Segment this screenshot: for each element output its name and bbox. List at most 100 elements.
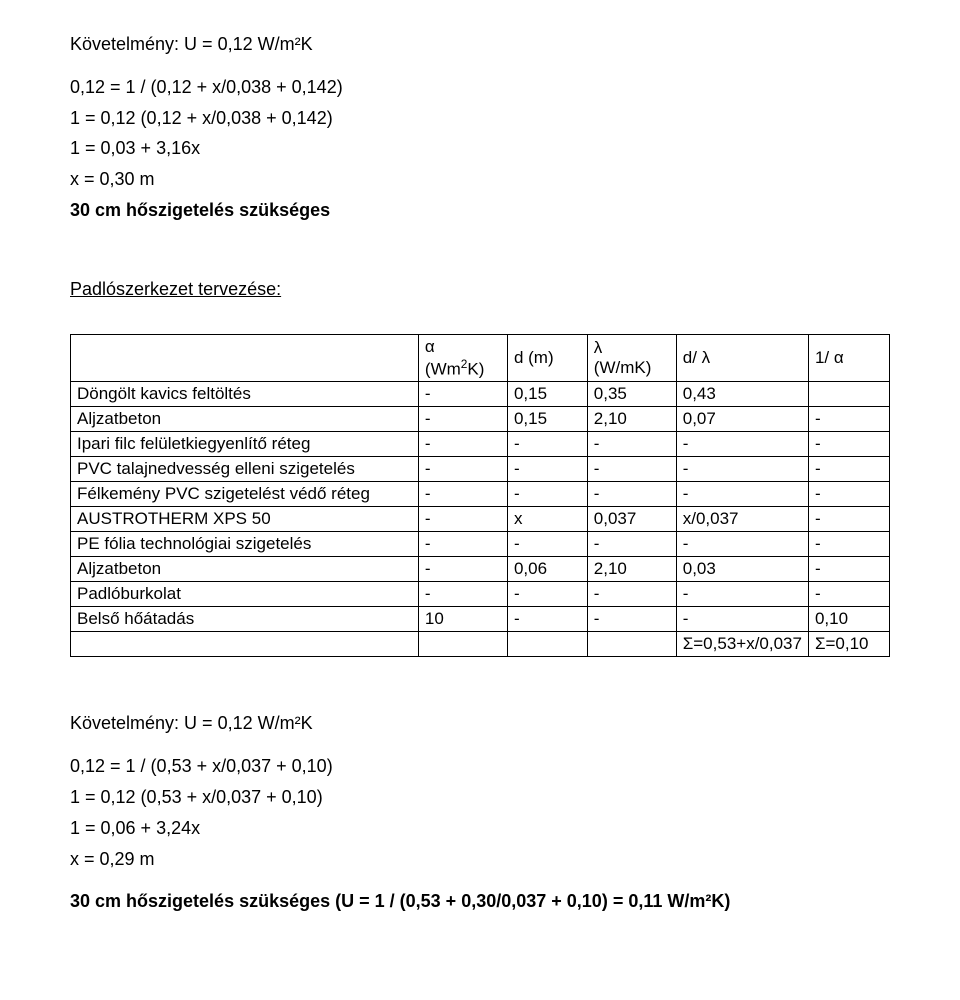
table-cell: - [676, 582, 808, 607]
table-cell: - [676, 607, 808, 632]
table-header-cell: d/ λ [676, 334, 808, 382]
table-cell: - [507, 532, 587, 557]
table-cell: Döngölt kavics feltöltés [71, 382, 419, 407]
table-cell: - [418, 507, 507, 532]
table-cell: - [418, 432, 507, 457]
table-cell: - [418, 582, 507, 607]
table-row: AUSTROTHERM XPS 50-x0,037x/0,037- [71, 507, 890, 532]
table-cell: - [587, 457, 676, 482]
equation-3: 1 = 0,03 + 3,16x [70, 134, 890, 163]
table-cell: - [418, 482, 507, 507]
table-row: Félkemény PVC szigetelést védő réteg----… [71, 482, 890, 507]
bottom-section: Követelmény: U = 0,12 W/m²K 0,12 = 1 / (… [70, 709, 890, 916]
result-top: 30 cm hőszigetelés szükséges [70, 196, 890, 225]
table-row: Aljzatbeton-0,152,100,07- [71, 407, 890, 432]
thermal-table: α(Wm2K)d (m)λ(W/mK)d/ λ1/ αDöngölt kavic… [70, 334, 890, 658]
equation-4: x = 0,30 m [70, 165, 890, 194]
table-row: Ipari filc felületkiegyenlítő réteg----- [71, 432, 890, 457]
table-cell: PE fólia technológiai szigetelés [71, 532, 419, 557]
table-header-cell: λ(W/mK) [587, 334, 676, 382]
table-header-cell: α(Wm2K) [418, 334, 507, 382]
result-bottom: 30 cm hőszigetelés szükséges (U = 1 / (0… [70, 887, 890, 916]
equation-b2: 1 = 0,12 (0,53 + x/0,037 + 0,10) [70, 783, 890, 812]
table-cell: x [507, 507, 587, 532]
table-cell: 0,35 [587, 382, 676, 407]
table-cell: - [418, 382, 507, 407]
requirement-top: Követelmény: U = 0,12 W/m²K [70, 30, 890, 59]
table-cell: - [587, 532, 676, 557]
table-cell: 0,06 [507, 557, 587, 582]
equation-b3: 1 = 0,06 + 3,24x [70, 814, 890, 843]
table-cell: Belső hőátadás [71, 607, 419, 632]
table-cell: 2,10 [587, 557, 676, 582]
table-cell: - [507, 432, 587, 457]
table-cell: - [676, 532, 808, 557]
table-cell: - [507, 457, 587, 482]
table-sum-cell [507, 632, 587, 657]
table-cell: - [418, 557, 507, 582]
table-header-cell [71, 334, 419, 382]
table-row: Padlóburkolat----- [71, 582, 890, 607]
table-cell: 2,10 [587, 407, 676, 432]
table-cell: Ipari filc felületkiegyenlítő réteg [71, 432, 419, 457]
table-cell: - [418, 457, 507, 482]
table-cell: - [507, 482, 587, 507]
table-sum-cell: Σ=0,53+x/0,037 [676, 632, 808, 657]
table-row: Belső hőátadás10---0,10 [71, 607, 890, 632]
equation-1: 0,12 = 1 / (0,12 + x/0,038 + 0,142) [70, 73, 890, 102]
table-sum-cell [418, 632, 507, 657]
table-cell: - [808, 432, 889, 457]
top-section: Követelmény: U = 0,12 W/m²K 0,12 = 1 / (… [70, 30, 890, 225]
table-cell: - [808, 407, 889, 432]
table-cell: - [507, 582, 587, 607]
table-cell: - [587, 582, 676, 607]
table-cell: 0,15 [507, 407, 587, 432]
table-cell: 0,03 [676, 557, 808, 582]
table-cell: - [587, 482, 676, 507]
table-cell: 0,43 [676, 382, 808, 407]
table-sum-cell [587, 632, 676, 657]
table-cell: Padlóburkolat [71, 582, 419, 607]
table-cell: - [808, 507, 889, 532]
table-cell: - [676, 432, 808, 457]
table-row: PE fólia technológiai szigetelés----- [71, 532, 890, 557]
table-cell: Félkemény PVC szigetelést védő réteg [71, 482, 419, 507]
equation-b1: 0,12 = 1 / (0,53 + x/0,037 + 0,10) [70, 752, 890, 781]
subtitle: Padlószerkezet tervezése: [70, 279, 890, 300]
table-cell: - [808, 557, 889, 582]
table-header-row: α(Wm2K)d (m)λ(W/mK)d/ λ1/ α [71, 334, 890, 382]
table-cell: - [418, 532, 507, 557]
table-cell: x/0,037 [676, 507, 808, 532]
requirement-bottom: Követelmény: U = 0,12 W/m²K [70, 709, 890, 738]
table-cell: Aljzatbeton [71, 407, 419, 432]
table-cell: - [507, 607, 587, 632]
table-cell: AUSTROTHERM XPS 50 [71, 507, 419, 532]
table-cell: - [808, 482, 889, 507]
equation-b4: x = 0,29 m [70, 845, 890, 874]
table-cell: 0,07 [676, 407, 808, 432]
table-cell: PVC talajnedvesség elleni szigetelés [71, 457, 419, 482]
table-cell: - [808, 532, 889, 557]
table-row: Döngölt kavics feltöltés-0,150,350,43 [71, 382, 890, 407]
table-cell: - [587, 607, 676, 632]
table-header-cell: d (m) [507, 334, 587, 382]
table-cell: 10 [418, 607, 507, 632]
table-cell: 0,10 [808, 607, 889, 632]
table-sum-cell [71, 632, 419, 657]
table-sum-row: Σ=0,53+x/0,037Σ=0,10 [71, 632, 890, 657]
equation-2: 1 = 0,12 (0,12 + x/0,038 + 0,142) [70, 104, 890, 133]
table-cell: - [676, 457, 808, 482]
table-cell: - [418, 407, 507, 432]
table-header-cell: 1/ α [808, 334, 889, 382]
table-cell: Aljzatbeton [71, 557, 419, 582]
table-sum-cell: Σ=0,10 [808, 632, 889, 657]
table-cell: 0,15 [507, 382, 587, 407]
table-cell: - [808, 457, 889, 482]
table-cell: - [808, 582, 889, 607]
table-cell: - [587, 432, 676, 457]
table-cell: 0,037 [587, 507, 676, 532]
table-row: Aljzatbeton-0,062,100,03- [71, 557, 890, 582]
table-cell: - [676, 482, 808, 507]
table-cell [808, 382, 889, 407]
table-row: PVC talajnedvesség elleni szigetelés----… [71, 457, 890, 482]
